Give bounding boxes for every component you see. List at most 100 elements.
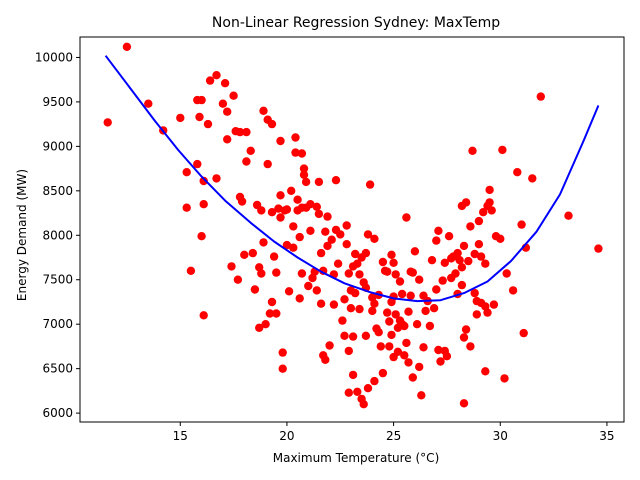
data-point — [353, 259, 362, 268]
data-point — [402, 338, 411, 348]
data-point — [103, 118, 112, 127]
data-point — [513, 168, 522, 177]
data-point — [457, 280, 467, 290]
data-point — [340, 295, 349, 304]
data-point — [457, 263, 467, 272]
data-point — [306, 226, 315, 235]
data-point — [368, 306, 377, 316]
y-tick-label: 6500 — [42, 362, 73, 376]
data-point — [500, 374, 509, 383]
data-point — [325, 341, 334, 350]
data-point — [440, 258, 449, 267]
data-point — [338, 316, 347, 325]
data-point — [348, 332, 358, 341]
data-point — [263, 159, 272, 169]
data-point — [278, 364, 287, 373]
data-point — [508, 286, 518, 295]
data-point — [496, 234, 505, 243]
data-point — [383, 267, 392, 276]
y-tick-label: 7500 — [42, 273, 73, 287]
y-tick-label: 7000 — [42, 317, 73, 331]
data-point — [485, 185, 494, 195]
data-point — [346, 304, 356, 313]
data-point — [267, 208, 277, 217]
data-point — [393, 347, 403, 356]
y-tick-label: 6000 — [42, 406, 73, 420]
data-point — [329, 300, 339, 309]
data-point — [397, 289, 407, 299]
y-tick-label: 9500 — [42, 95, 73, 109]
data-point — [257, 206, 266, 215]
data-point — [203, 119, 213, 129]
data-point — [235, 127, 245, 137]
data-point — [370, 234, 379, 243]
data-point — [199, 176, 208, 186]
data-point — [451, 269, 460, 278]
data-point — [361, 248, 371, 258]
data-point — [333, 259, 343, 268]
x-tick-label: 35 — [599, 429, 614, 443]
data-point — [481, 259, 490, 268]
data-point — [278, 348, 287, 357]
data-point — [459, 241, 469, 251]
axes: 15 20 25 30 35 6000 6500 7000 7500 8000 8500 9000 95… — [35, 36, 625, 443]
data-point — [344, 269, 353, 278]
x-tick-label: 30 — [493, 429, 508, 443]
y-tick-label: 8500 — [42, 184, 73, 198]
data-point — [321, 227, 330, 236]
data-point — [470, 288, 479, 298]
data-point — [434, 226, 443, 235]
data-point — [297, 149, 307, 158]
data-point — [176, 113, 185, 123]
data-point — [223, 135, 232, 144]
data-point — [348, 370, 358, 380]
data-point — [212, 71, 221, 80]
data-point — [466, 222, 475, 231]
data-point — [308, 273, 317, 283]
data-point — [287, 186, 296, 195]
x-tick-label: 25 — [386, 429, 401, 443]
data-point — [387, 330, 396, 340]
data-point — [466, 342, 475, 351]
data-point — [314, 177, 324, 187]
data-point — [299, 170, 309, 179]
data-point — [218, 99, 228, 108]
data-point — [365, 180, 375, 189]
data-point — [355, 270, 364, 279]
data-point — [122, 42, 132, 51]
data-point — [415, 275, 424, 284]
data-point — [344, 388, 353, 397]
data-point — [182, 203, 191, 212]
data-point — [321, 355, 330, 364]
data-point — [223, 107, 232, 116]
data-point — [410, 247, 420, 256]
data-point — [276, 213, 285, 222]
data-point — [363, 384, 373, 393]
data-point — [220, 79, 230, 88]
data-point — [476, 252, 486, 261]
data-point — [314, 209, 324, 219]
data-point — [432, 236, 441, 245]
y-axis-label: Energy Demand (MW) — [15, 169, 29, 301]
data-point — [528, 174, 537, 183]
data-point — [227, 262, 236, 271]
data-point — [269, 252, 279, 261]
data-point — [425, 321, 435, 331]
data-point — [359, 400, 368, 409]
data-point — [361, 331, 371, 340]
data-point — [442, 352, 452, 361]
data-point — [242, 127, 251, 137]
data-point — [351, 249, 360, 259]
data-point — [233, 275, 243, 284]
data-point — [182, 168, 191, 177]
data-point — [304, 281, 313, 291]
data-point — [483, 308, 492, 317]
data-point — [306, 200, 315, 209]
y-tick-label: 8000 — [42, 228, 73, 242]
data-point — [427, 256, 437, 265]
data-point — [363, 230, 373, 239]
data-point — [312, 286, 321, 295]
data-point — [297, 269, 307, 278]
